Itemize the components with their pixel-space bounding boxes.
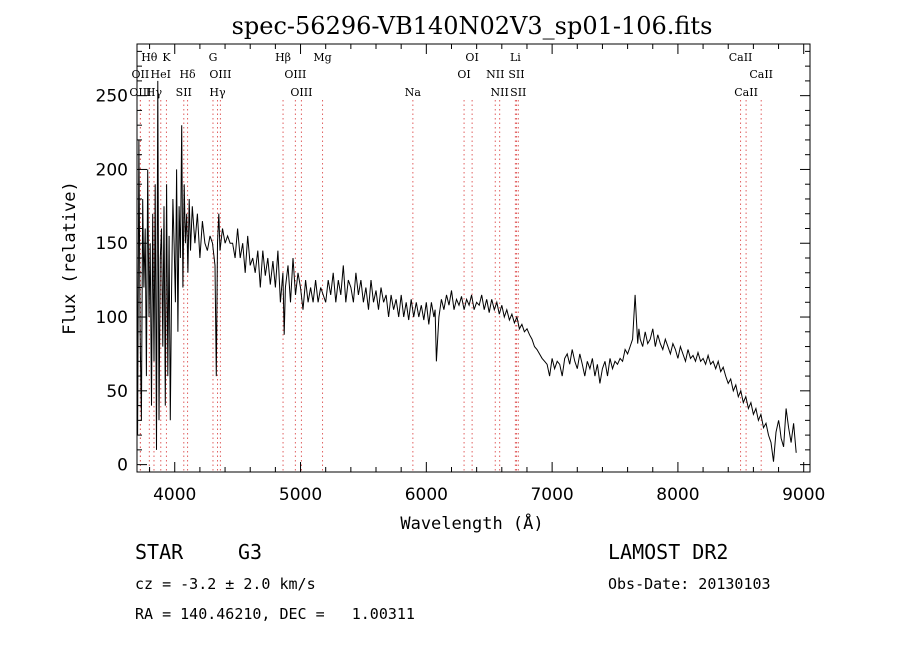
line-marker-label-23: NII bbox=[491, 86, 509, 99]
line-marker-label-18: Hγ bbox=[146, 86, 163, 99]
line-marker-label-15: SII bbox=[508, 68, 524, 81]
line-marker-label-25: CaII bbox=[734, 86, 758, 99]
line-marker-label-4: Mg bbox=[313, 51, 331, 64]
line-marker-label-1: K bbox=[162, 51, 171, 64]
chart-title: spec-56296-VB140N02V3_sp01-106.fits bbox=[232, 12, 713, 40]
line-marker-label-6: Li bbox=[510, 51, 521, 64]
line-marker-label-3: Hβ bbox=[275, 51, 291, 64]
line-marker-label-16: CaII bbox=[749, 68, 773, 81]
axis-ticks bbox=[137, 44, 810, 472]
y-axis-label: Flux (relative) bbox=[60, 181, 80, 335]
y-tick-label-0: 0 bbox=[117, 456, 128, 476]
object-class: STAR bbox=[135, 540, 184, 564]
y-tick-label-100: 100 bbox=[96, 308, 128, 328]
line-marker-label-2: G bbox=[209, 51, 218, 64]
line-markers bbox=[139, 100, 762, 472]
x-tick-label-4000: 4000 bbox=[153, 485, 196, 505]
y-tick-label-200: 200 bbox=[96, 160, 128, 180]
y-tick-label-150: 150 bbox=[96, 234, 128, 254]
line-marker-label-9: HeI bbox=[151, 68, 171, 81]
redshift-velocity: cz = -3.2 ± 2.0 km/s bbox=[135, 575, 316, 593]
line-marker-label-7: CaII bbox=[729, 51, 753, 64]
line-marker-label-13: OI bbox=[457, 68, 470, 81]
survey-name: LAMOST DR2 bbox=[608, 540, 729, 564]
object-subclass: G3 bbox=[238, 540, 263, 564]
line-marker-label-24: SII bbox=[510, 86, 526, 99]
coordinates: RA = 140.46210, DEC = 1.00311 bbox=[135, 605, 415, 623]
line-marker-label-22: Na bbox=[405, 86, 422, 99]
x-tick-label-6000: 6000 bbox=[405, 485, 448, 505]
x-tick-label-8000: 8000 bbox=[656, 485, 699, 505]
line-marker-label-8: OII bbox=[132, 68, 150, 81]
axis-tick-labels: 4000 5000 6000 7000 8000 9000 0 50 100 150 200 250 bbox=[96, 87, 826, 505]
line-marker-label-21: OIII bbox=[290, 86, 312, 99]
line-marker-label-0: Hθ bbox=[141, 51, 158, 64]
plot-frame bbox=[136, 43, 811, 473]
line-marker-label-19: SII bbox=[176, 86, 192, 99]
y-tick-label-250: 250 bbox=[96, 87, 128, 107]
x-tick-label-7000: 7000 bbox=[530, 485, 573, 505]
line-marker-label-20: Hγ bbox=[209, 86, 226, 99]
line-marker-label-10: Hδ bbox=[179, 68, 196, 81]
y-tick-label-50: 50 bbox=[106, 382, 128, 402]
observation-date: Obs-Date: 20130103 bbox=[608, 575, 771, 593]
line-marker-label-11: OIII bbox=[209, 68, 231, 81]
line-marker-label-5: OI bbox=[465, 51, 478, 64]
line-marker-label-14: NII bbox=[486, 68, 504, 81]
x-tick-label-9000: 9000 bbox=[782, 485, 825, 505]
x-axis-label: Wavelength (Å) bbox=[400, 512, 543, 534]
line-marker-label-12: OIII bbox=[284, 68, 306, 81]
x-tick-label-5000: 5000 bbox=[279, 485, 322, 505]
spectrum-series-line bbox=[136, 80, 797, 462]
